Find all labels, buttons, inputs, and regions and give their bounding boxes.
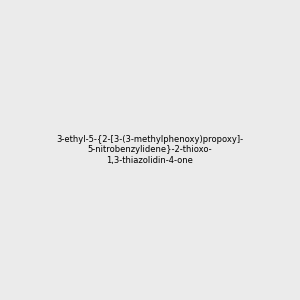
Text: 3-ethyl-5-{2-[3-(3-methylphenoxy)propoxy]-
5-nitrobenzylidene}-2-thioxo-
1,3-thi: 3-ethyl-5-{2-[3-(3-methylphenoxy)propoxy… — [56, 135, 244, 165]
